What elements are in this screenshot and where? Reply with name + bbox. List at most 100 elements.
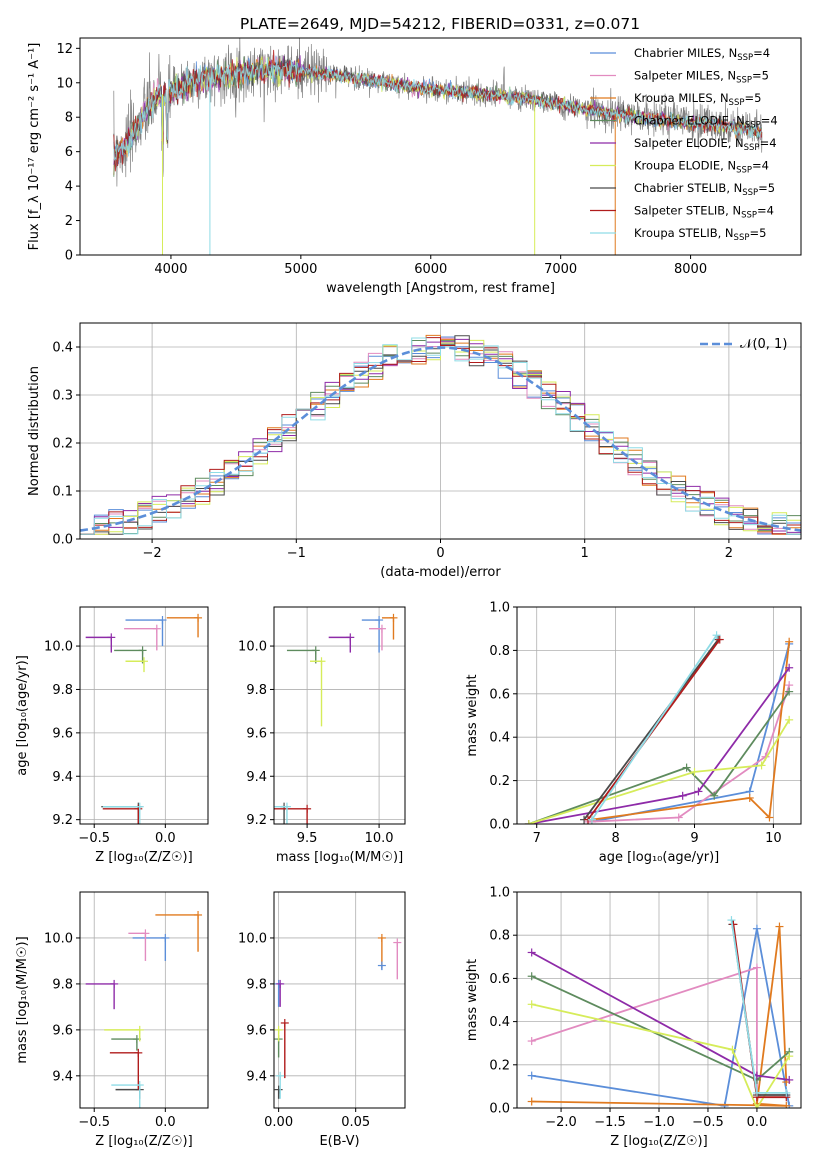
errorbar-point bbox=[274, 802, 291, 824]
x-tick-label: 10.0 bbox=[365, 831, 394, 846]
x-tick-label: 0.00 bbox=[264, 1115, 293, 1130]
x-tick-label: 0.0 bbox=[155, 1115, 176, 1130]
y-tick-label: 10.0 bbox=[44, 640, 73, 655]
y-tick-label: 0 bbox=[65, 249, 73, 264]
panel-age-vs-Z: −0.5 0.0 9.2 9.4 9.6 9.8 10.0 Z [log₁₀(Z/Z☉)] ag… bbox=[15, 606, 209, 865]
legend-entry: Salpeter ELODIE, NSSP=4 bbox=[634, 136, 777, 153]
x-tick-label: 8000 bbox=[674, 262, 707, 277]
weight-line bbox=[591, 641, 791, 821]
x-tick-label: 10 bbox=[765, 831, 782, 846]
x-tick-label: 9 bbox=[690, 831, 698, 846]
errorbar-point bbox=[109, 1048, 143, 1090]
y-tick-label: 0.3 bbox=[52, 389, 73, 404]
errorbar-point bbox=[166, 613, 203, 638]
y-tick-label: 9.6 bbox=[52, 1023, 73, 1038]
axes-frame bbox=[516, 606, 802, 825]
x-tick-label: 8 bbox=[611, 831, 619, 846]
y-tick-label: 9.8 bbox=[52, 683, 73, 698]
y-axis-label: age [log₁₀(age/yr)] bbox=[15, 655, 30, 776]
y-tick-label: 8 bbox=[65, 111, 73, 126]
y-tick-label: 9.4 bbox=[246, 770, 267, 785]
y-tick-label: 0.2 bbox=[52, 437, 73, 452]
plot-area bbox=[80, 334, 801, 535]
errorbar-point bbox=[361, 616, 384, 653]
x-tick-label: 0.0 bbox=[155, 831, 176, 846]
y-tick-label: 0.4 bbox=[52, 341, 73, 356]
errorbar-point bbox=[104, 1025, 144, 1042]
y-tick-label: 9.8 bbox=[246, 683, 267, 698]
errorbar-point bbox=[124, 624, 161, 651]
y-tick-label: 9.2 bbox=[246, 813, 267, 828]
y-tick-label: 0.4 bbox=[489, 731, 510, 746]
y-tick-label: 9.6 bbox=[246, 726, 267, 741]
legend-entry: Kroupa STELIB, NSSP=5 bbox=[634, 226, 766, 243]
weight-line bbox=[583, 638, 719, 821]
x-tick-label: 5000 bbox=[284, 262, 317, 277]
panel-age-vs-mass: 9.5 10.0 9.2 9.4 9.6 9.8 10.0 mass [log₁₀(M/M☉)… bbox=[238, 606, 406, 865]
y-tick-label: 10.0 bbox=[238, 931, 267, 946]
legend-entry: Chabrier STELIB, NSSP=5 bbox=[634, 181, 775, 198]
x-tick-label: 0 bbox=[436, 546, 444, 561]
plot-area bbox=[85, 613, 203, 824]
y-tick-label: 0.8 bbox=[489, 644, 510, 659]
plot-area bbox=[274, 933, 402, 1099]
plot-area bbox=[274, 613, 398, 824]
errorbar-point bbox=[393, 938, 402, 980]
y-tick-label: 1.0 bbox=[489, 601, 510, 616]
x-tick-label: 2 bbox=[725, 546, 733, 561]
errorbar-point bbox=[85, 633, 116, 653]
residual-histogram bbox=[80, 337, 801, 535]
errorbar-point bbox=[328, 633, 355, 653]
x-tick-label: 1 bbox=[581, 546, 589, 561]
errorbar-point bbox=[369, 624, 386, 651]
y-tick-label: 9.4 bbox=[52, 1069, 73, 1084]
y-tick-label: 0.6 bbox=[489, 972, 510, 987]
axes-frame bbox=[79, 606, 209, 825]
errorbar-point bbox=[128, 929, 150, 961]
y-tick-label: 9.2 bbox=[52, 813, 73, 828]
y-tick-label: 0.6 bbox=[489, 687, 510, 702]
y-tick-label: 2 bbox=[65, 214, 73, 229]
y-tick-label: 0.4 bbox=[489, 1015, 510, 1030]
model-spectrum bbox=[113, 57, 762, 161]
y-tick-label: 0.0 bbox=[489, 1102, 510, 1117]
panel-residuals: −2 −1 0 1 2 0.0 0.1 0.2 0.3 0.4 (data-model)/error… bbox=[27, 322, 802, 580]
weight-line bbox=[528, 719, 790, 824]
plot-area bbox=[527, 916, 794, 1108]
y-tick-label: 10.0 bbox=[44, 931, 73, 946]
y-axis-label: mass weight bbox=[465, 674, 480, 756]
x-axis-label: wavelength [Angstrom, rest frame] bbox=[326, 281, 555, 296]
x-axis-label: Z [log₁₀(Z/Z☉)] bbox=[610, 1134, 707, 1149]
weight-line bbox=[528, 691, 790, 824]
x-tick-label: 7000 bbox=[544, 262, 577, 277]
weight-line bbox=[531, 928, 791, 1107]
x-tick-label: −1.5 bbox=[594, 1115, 626, 1130]
plot-area bbox=[113, 38, 763, 255]
panel-mass-weight-vs-age: 7 8 9 10 0.0 0.2 0.4 0.6 0.8 1.0 age [log₁₀(age/yr… bbox=[465, 601, 802, 865]
y-tick-label: 9.8 bbox=[246, 977, 267, 992]
weight-line bbox=[531, 966, 758, 1104]
errorbar-point bbox=[377, 961, 386, 971]
plot-area bbox=[524, 631, 794, 824]
x-tick-label: 9.5 bbox=[297, 831, 318, 846]
errorbar-point bbox=[111, 1035, 141, 1051]
errorbar-point bbox=[381, 613, 398, 640]
panel-mass-vs-Z: −0.5 0.0 9.4 9.6 9.8 10.0 Z [log₁₀(Z/Z☉)] mass … bbox=[15, 891, 209, 1149]
errorbar-point bbox=[102, 804, 143, 824]
weight-line bbox=[528, 667, 790, 824]
y-axis-label: Flux [f_λ 10⁻¹⁷ erg cm⁻² s⁻¹ A⁻¹] bbox=[27, 43, 42, 251]
y-tick-label: 1.0 bbox=[489, 886, 510, 901]
errorbar-point bbox=[85, 979, 119, 1010]
x-tick-label: 0.05 bbox=[341, 1115, 370, 1130]
x-axis-label: mass [log₁₀(M/M☉)] bbox=[276, 850, 403, 865]
axes-frame bbox=[273, 891, 406, 1109]
axes-frame bbox=[273, 606, 406, 825]
x-tick-label: −2.0 bbox=[545, 1115, 577, 1130]
y-tick-label: 9.6 bbox=[246, 1023, 267, 1038]
y-tick-label: 0.0 bbox=[489, 818, 510, 833]
legend-entry: Salpeter STELIB, NSSP=4 bbox=[634, 204, 774, 221]
errorbar-point bbox=[102, 802, 144, 824]
x-axis-label: Z [log₁₀(Z/Z☉)] bbox=[95, 1134, 192, 1149]
errorbar-point bbox=[309, 657, 326, 727]
legend-entry: Chabrier MILES, NSSP=4 bbox=[634, 46, 770, 63]
